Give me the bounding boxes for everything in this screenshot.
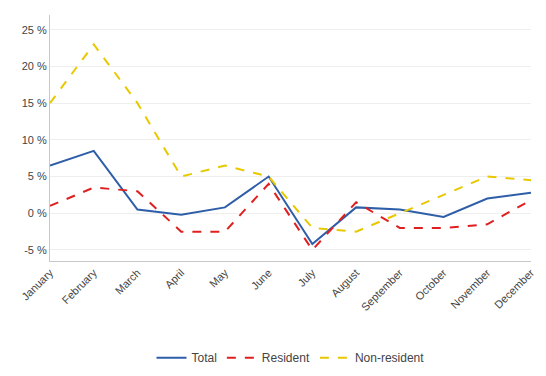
svg-text:June: June: [249, 267, 274, 292]
svg-text:January: January: [19, 266, 56, 303]
svg-text:August: August: [329, 267, 362, 300]
svg-text:10 %: 10 %: [22, 134, 47, 146]
svg-text:25 %: 25 %: [22, 24, 47, 36]
svg-text:-5 %: -5 %: [24, 244, 47, 256]
svg-text:Total: Total: [192, 351, 217, 365]
svg-text:0 %: 0 %: [28, 207, 47, 219]
svg-text:September: September: [359, 266, 406, 313]
svg-text:November: November: [448, 266, 493, 311]
svg-text:Resident: Resident: [262, 351, 310, 365]
svg-text:20 %: 20 %: [22, 60, 47, 72]
svg-text:15 %: 15 %: [22, 97, 47, 109]
svg-text:October: October: [413, 266, 449, 302]
svg-text:July: July: [295, 266, 318, 289]
svg-text:Non-resident: Non-resident: [355, 351, 424, 365]
svg-text:5 %: 5 %: [28, 170, 47, 182]
svg-text:March: March: [113, 267, 143, 297]
svg-text:December: December: [492, 266, 537, 311]
svg-text:May: May: [207, 266, 231, 290]
svg-text:April: April: [162, 267, 186, 291]
svg-text:February: February: [59, 266, 99, 306]
